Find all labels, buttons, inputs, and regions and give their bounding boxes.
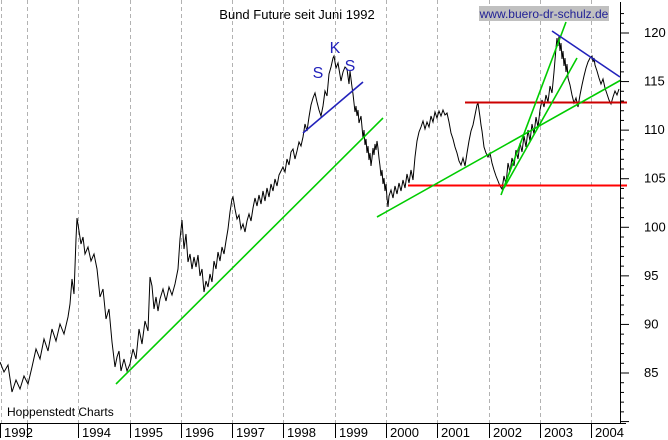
trendline-green xyxy=(376,79,622,218)
brand-label: Hoppenstedt Charts xyxy=(7,405,114,419)
x-tick-label: 1992 xyxy=(4,425,33,440)
y-tick-label: 85 xyxy=(644,365,658,380)
trendline-green xyxy=(115,117,384,385)
y-tick-label: 90 xyxy=(644,316,658,331)
sks-annotation: S xyxy=(345,58,356,75)
gridlines-layer xyxy=(1,0,592,423)
y-tick-label: 95 xyxy=(644,268,658,283)
sks-annotation: K xyxy=(330,40,341,57)
watermark-url: www.buero-dr-schulz.de xyxy=(479,7,609,21)
chart-title: Bund Future seit Juni 1992 xyxy=(219,7,374,22)
y-tick-label: 120 xyxy=(644,25,666,40)
x-tick-label: 2004 xyxy=(595,425,624,440)
x-tick-label: 2000 xyxy=(390,425,419,440)
x-tick-label: 1994 xyxy=(82,425,111,440)
trendline-green xyxy=(500,21,567,196)
x-tick-label: 1995 xyxy=(134,425,163,440)
sks-annotation: S xyxy=(313,65,324,82)
x-tick-label: 2002 xyxy=(493,425,522,440)
price-layer xyxy=(0,35,620,393)
x-tick-label: 2003 xyxy=(544,425,573,440)
x-tick-label: 2001 xyxy=(441,425,470,440)
x-tick-label: 1998 xyxy=(287,425,316,440)
trendline-green xyxy=(503,57,578,189)
y-tick-label: 105 xyxy=(644,171,666,186)
trendline-blue xyxy=(551,30,621,78)
x-tick-label: 1997 xyxy=(236,425,265,440)
x-tick-label: 1996 xyxy=(185,425,214,440)
y-tick-label: 110 xyxy=(644,122,665,137)
y-tick-label: 100 xyxy=(644,219,666,234)
trendline-blue xyxy=(302,81,364,134)
watermark-background xyxy=(479,6,609,21)
x-tick-label: 1999 xyxy=(339,425,368,440)
annotations-layer: SKS xyxy=(313,40,356,82)
trendlines-layer xyxy=(115,21,627,385)
y-tick-label: 115 xyxy=(644,74,665,89)
price-line xyxy=(0,35,620,393)
